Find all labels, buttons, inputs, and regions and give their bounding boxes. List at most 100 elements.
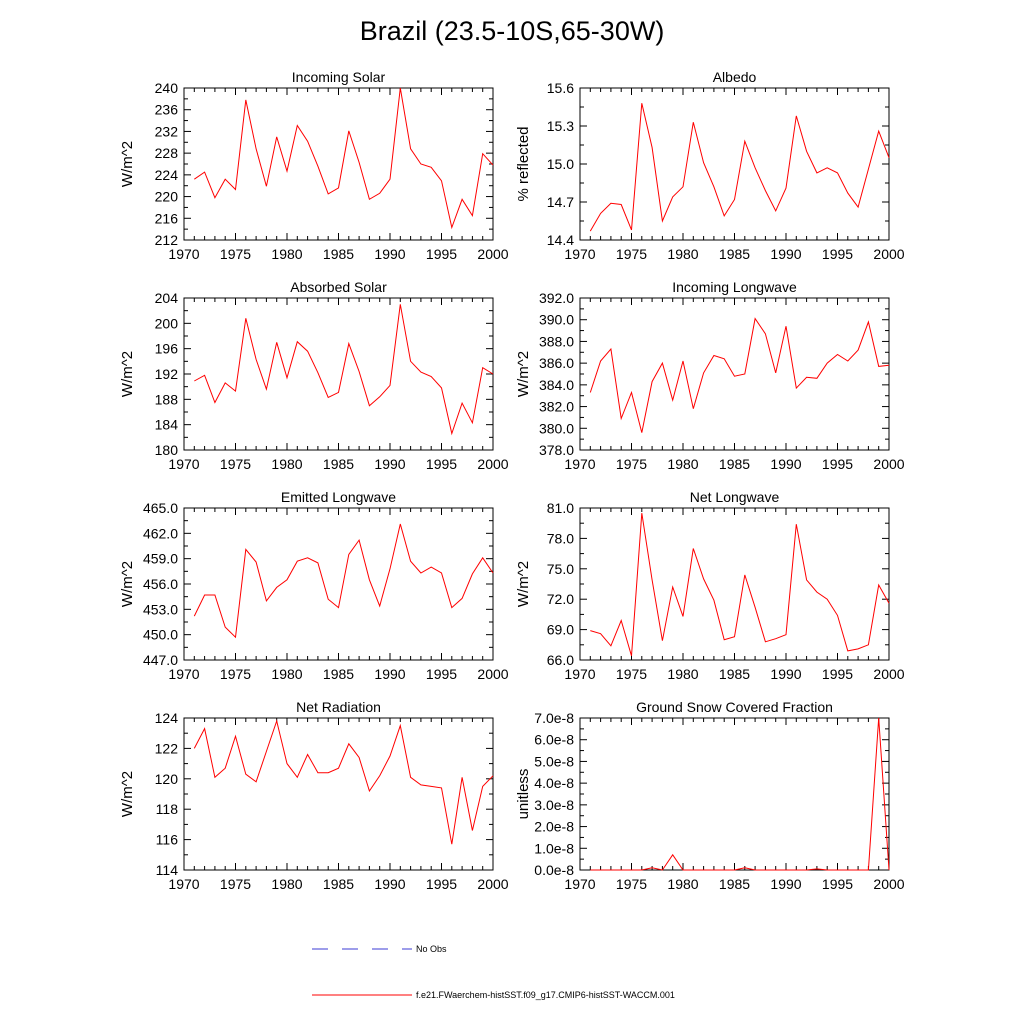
y-tick-label: 3.0e-8 xyxy=(534,797,574,813)
data-point xyxy=(348,130,349,131)
data-point xyxy=(338,392,339,393)
data-point xyxy=(724,358,725,359)
data-point xyxy=(431,567,432,568)
y-axis-label: % reflected xyxy=(515,126,532,201)
data-point xyxy=(682,186,683,187)
x-tick-label: 1970 xyxy=(168,666,199,682)
x-tick-label: 1970 xyxy=(564,246,595,262)
plot-frame xyxy=(183,297,494,451)
data-point xyxy=(878,717,879,718)
x-tick-label: 1970 xyxy=(168,876,199,892)
y-tick-label: 388.0 xyxy=(539,333,574,349)
data-point xyxy=(641,432,642,433)
data-point xyxy=(194,616,195,617)
x-tick-label: 1995 xyxy=(822,666,853,682)
data-point xyxy=(878,131,879,132)
data-point xyxy=(235,637,236,638)
data-point xyxy=(785,869,786,870)
data-point xyxy=(297,777,298,778)
data-point xyxy=(225,768,226,769)
x-tick-label: 1990 xyxy=(374,456,405,472)
y-tick-label: 459.0 xyxy=(143,551,178,567)
y-tick-label: 220 xyxy=(155,189,179,205)
y-tick-label: 122 xyxy=(155,740,179,756)
data-point xyxy=(420,784,421,785)
data-point xyxy=(286,763,287,764)
data-point xyxy=(755,869,756,870)
y-tick-label: 228 xyxy=(155,145,179,161)
data-point xyxy=(286,377,287,378)
data-point xyxy=(641,103,642,104)
data-point xyxy=(328,599,329,600)
data-point xyxy=(744,574,745,575)
x-tick-label: 1980 xyxy=(271,456,302,472)
y-tick-label: 2.0e-8 xyxy=(534,819,574,835)
y-tick-label: 81.0 xyxy=(547,500,574,516)
data-point xyxy=(441,787,442,788)
data-point xyxy=(204,728,205,729)
data-point xyxy=(662,869,663,870)
y-tick-label: 116 xyxy=(156,832,179,848)
data-point xyxy=(652,579,653,580)
series-line xyxy=(589,103,890,232)
data-point xyxy=(837,615,838,616)
series-line xyxy=(590,513,890,657)
data-point xyxy=(276,136,277,137)
x-tick-label: 1985 xyxy=(719,246,750,262)
data-point xyxy=(765,869,766,870)
data-point xyxy=(482,153,483,154)
y-tick-label: 232 xyxy=(155,123,179,139)
data-point xyxy=(451,227,452,228)
data-point xyxy=(338,187,339,188)
legend: No Obs f.e21.FWaerchem-histSST.f09_g17.C… xyxy=(312,944,675,1000)
plot-frame xyxy=(579,297,890,451)
data-point xyxy=(662,363,663,364)
data-point xyxy=(338,607,339,608)
x-tick-label: 1975 xyxy=(616,246,647,262)
y-tick-label: 447.0 xyxy=(143,652,178,668)
y-tick-label: 378.0 xyxy=(539,442,574,458)
data-point xyxy=(744,373,745,374)
data-point xyxy=(297,341,298,342)
data-point xyxy=(765,190,766,191)
y-tick-label: 380.0 xyxy=(539,420,574,436)
data-point xyxy=(307,141,308,142)
data-point xyxy=(204,172,205,173)
y-tick-label: 465.0 xyxy=(143,500,178,516)
x-tick-label: 1985 xyxy=(323,666,354,682)
data-point xyxy=(724,639,725,640)
data-point xyxy=(610,869,611,870)
data-point xyxy=(631,655,632,656)
panel-title: Absorbed Solar xyxy=(290,279,387,295)
data-point xyxy=(765,333,766,334)
x-tick-label: 2000 xyxy=(873,246,904,262)
data-point xyxy=(621,418,622,419)
x-tick-label: 1975 xyxy=(616,456,647,472)
data-point xyxy=(621,869,622,870)
data-point xyxy=(317,166,318,167)
data-point xyxy=(410,561,411,562)
y-tick-label: 188 xyxy=(155,391,179,407)
y-tick-label: 72.0 xyxy=(547,591,574,607)
data-point xyxy=(796,524,797,525)
data-point xyxy=(194,179,195,180)
x-tick-label: 1995 xyxy=(822,456,853,472)
y-tick-label: 224 xyxy=(155,167,179,183)
data-point xyxy=(420,572,421,573)
data-point xyxy=(204,594,205,595)
data-point xyxy=(847,360,848,361)
data-point xyxy=(713,355,714,356)
x-tick-label: 1990 xyxy=(374,876,405,892)
data-point xyxy=(837,869,838,870)
data-point xyxy=(652,147,653,148)
y-tick-label: 118 xyxy=(156,801,179,817)
x-tick-label: 1980 xyxy=(271,666,302,682)
data-point xyxy=(816,592,817,593)
x-tick-label: 1995 xyxy=(426,666,457,682)
x-tick-label: 1985 xyxy=(323,246,354,262)
y-tick-label: 124 xyxy=(155,710,179,726)
data-point xyxy=(431,786,432,787)
y-tick-label: 69.0 xyxy=(547,622,574,638)
data-point xyxy=(462,777,463,778)
data-point xyxy=(462,199,463,200)
